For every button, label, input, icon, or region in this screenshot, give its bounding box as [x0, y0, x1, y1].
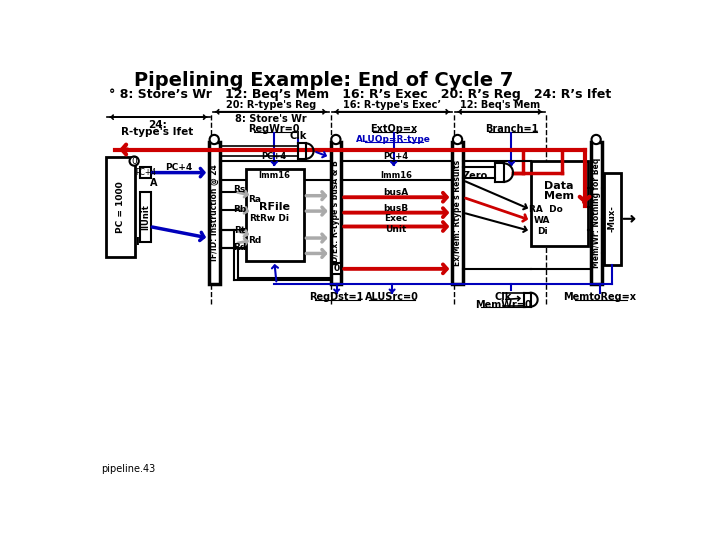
Text: 12: Beq's Mem: 12: Beq's Mem: [460, 100, 540, 110]
Text: RA  Do: RA Do: [529, 205, 563, 214]
Text: 16: R-type's Exec’: 16: R-type's Exec’: [343, 100, 441, 110]
Text: PC = 1000: PC = 1000: [116, 181, 125, 233]
Text: Zero: Zero: [463, 172, 488, 181]
Text: -Mux-: -Mux-: [608, 205, 617, 232]
Text: 8: Store's Wr: 8: Store's Wr: [235, 114, 307, 124]
Text: Rd: Rd: [248, 236, 261, 245]
Text: PC+4: PC+4: [135, 168, 156, 177]
Text: PC+4: PC+4: [165, 163, 192, 172]
Text: Pipelining Example: End of Cycle 7: Pipelining Example: End of Cycle 7: [134, 71, 513, 90]
Text: R-type's Ifet: R-type's Ifet: [121, 127, 194, 137]
Text: Mem: Mem: [544, 191, 574, 201]
Text: 24:: 24:: [148, 120, 166, 130]
Text: MemtoReg=x: MemtoReg=x: [564, 292, 636, 302]
Circle shape: [130, 157, 139, 166]
Text: Rs: Rs: [233, 185, 246, 194]
Text: Rt: Rt: [249, 214, 261, 224]
Bar: [140, 167, 151, 178]
Text: Ra: Ra: [248, 195, 261, 204]
Bar: [330, 142, 341, 284]
Circle shape: [210, 135, 219, 144]
Text: 20: R-type's Reg: 20: R-type's Reg: [226, 100, 316, 110]
Text: Rb: Rb: [233, 205, 246, 214]
Text: 0: 0: [131, 157, 137, 166]
Text: Exec: Exec: [384, 214, 408, 224]
Text: PC+4: PC+4: [262, 152, 287, 161]
Text: 0: 0: [333, 265, 340, 273]
Text: busB: busB: [383, 204, 408, 213]
Text: IIUnit: IIUnit: [141, 204, 150, 230]
Text: Data: Data: [544, 181, 574, 191]
Bar: [140, 192, 151, 242]
Circle shape: [592, 135, 600, 144]
Text: PC+4: PC+4: [383, 152, 408, 161]
Text: Rw Di: Rw Di: [260, 214, 289, 224]
Bar: [531, 161, 588, 246]
Bar: [106, 157, 135, 257]
Circle shape: [453, 135, 462, 144]
Circle shape: [331, 135, 341, 144]
Text: RegDst=1: RegDst=1: [310, 292, 364, 302]
Text: ID/Ex: R-type's busA & B: ID/Ex: R-type's busA & B: [331, 160, 341, 265]
Text: Di: Di: [537, 227, 548, 235]
Text: IF/ID: Instruction @ 24: IF/ID: Instruction @ 24: [210, 164, 219, 261]
Bar: [246, 168, 304, 261]
Text: Rd: Rd: [233, 243, 246, 252]
Text: Mem/Wr: Nothing for Beq: Mem/Wr: Nothing for Beq: [592, 158, 600, 268]
Text: Clk: Clk: [289, 131, 307, 140]
Bar: [590, 142, 601, 284]
Text: Imm16: Imm16: [258, 171, 290, 180]
Text: WA: WA: [534, 216, 551, 225]
Bar: [332, 264, 341, 274]
Text: Imm16: Imm16: [380, 171, 412, 180]
Text: ° 8: Store’s Wr   12: Beq’s Mem   16: R’s Exec   20: R’s Reg   24: R’s Ifet: ° 8: Store’s Wr 12: Beq’s Mem 16: R’s Ex…: [109, 87, 611, 100]
Bar: [604, 173, 621, 265]
Text: Unit: Unit: [385, 225, 407, 234]
Text: ALUOp=R-type: ALUOp=R-type: [356, 135, 431, 144]
Text: MemWr=0: MemWr=0: [474, 300, 531, 310]
Text: Clk: Clk: [495, 292, 512, 302]
Text: Branch=1: Branch=1: [485, 125, 538, 134]
Text: RFile: RFile: [258, 202, 289, 212]
Text: pipeline.43: pipeline.43: [101, 464, 156, 474]
Text: ALUSrc=0: ALUSrc=0: [365, 292, 419, 302]
Text: ExtOp=x: ExtOp=x: [370, 125, 418, 134]
Text: Ex/Mem: Rtype's Results: Ex/Mem: Rtype's Results: [453, 160, 462, 266]
Text: busA: busA: [383, 188, 408, 197]
Text: RegWr=0: RegWr=0: [248, 125, 300, 134]
Text: I: I: [136, 237, 140, 247]
Text: Rt: Rt: [234, 226, 246, 235]
Bar: [452, 142, 463, 284]
Bar: [209, 142, 220, 284]
Text: A: A: [150, 178, 157, 187]
